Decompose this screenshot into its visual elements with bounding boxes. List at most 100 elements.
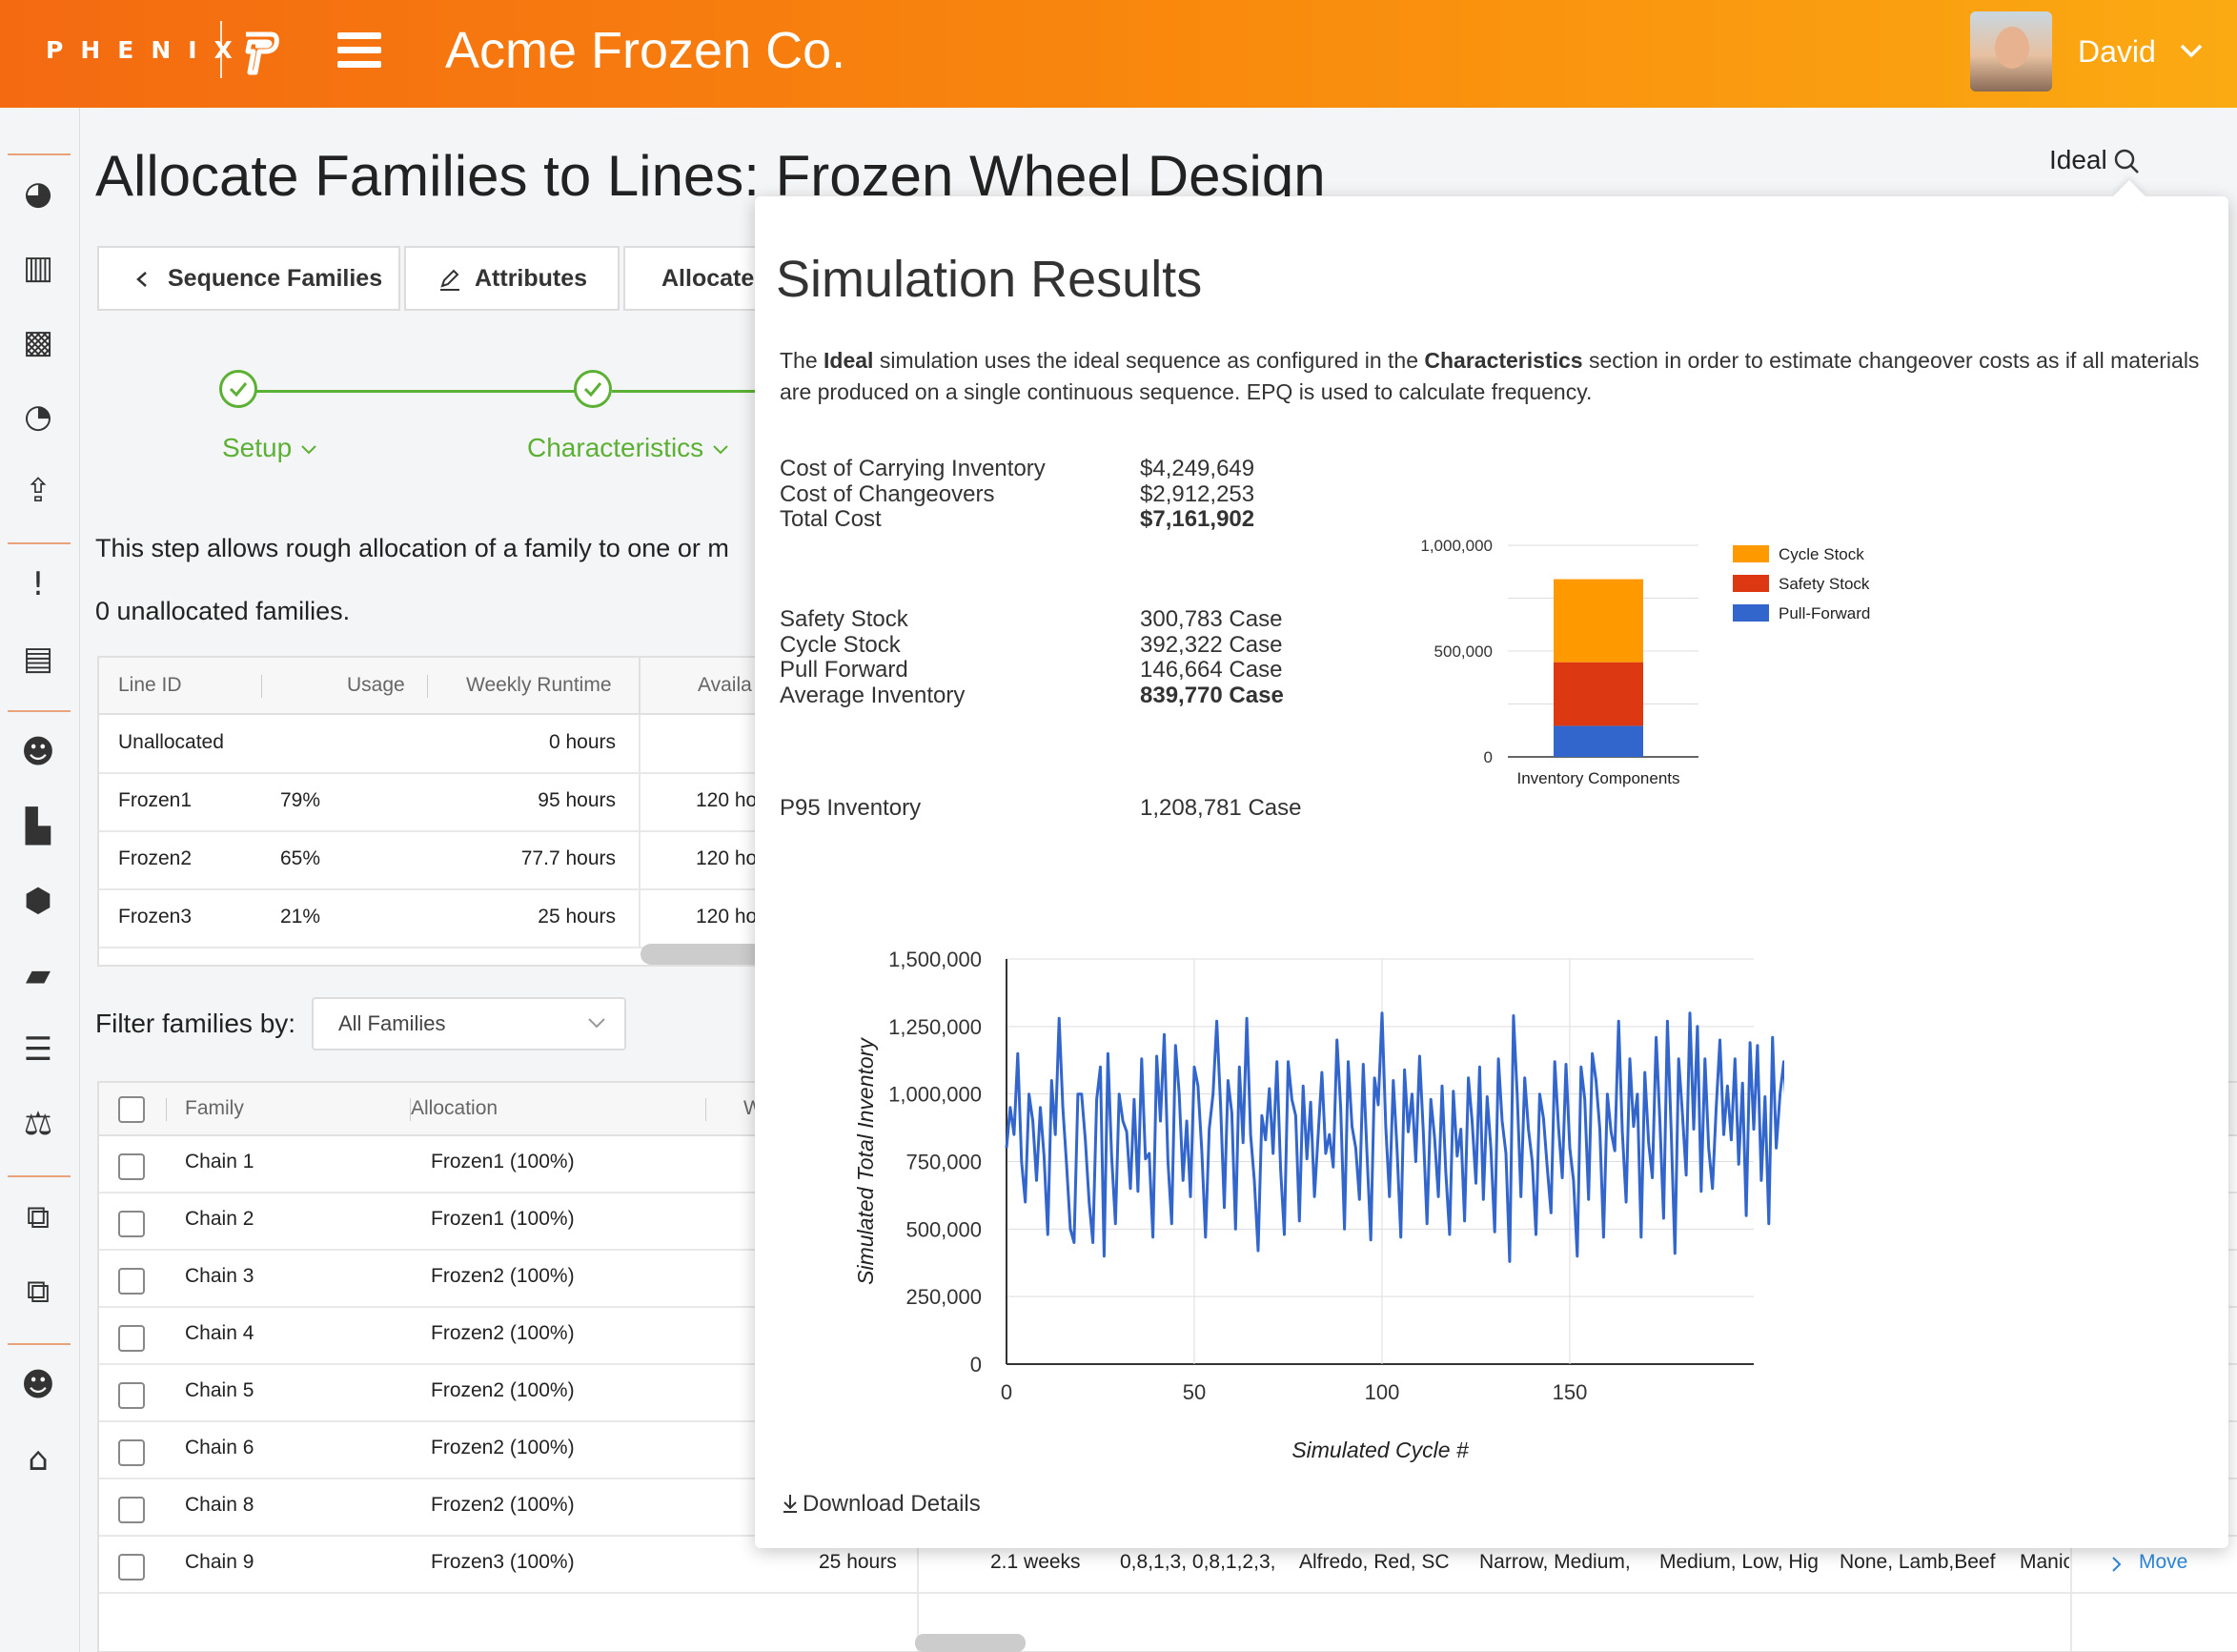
- metric-value: $2,912,253: [1140, 480, 1255, 507]
- chevron-down-icon[interactable]: [2177, 36, 2206, 65]
- factory-icon[interactable]: ▙: [25, 807, 51, 846]
- runtime-cell: 77.7 hours: [520, 847, 616, 869]
- metric-label: Cost of Carrying Inventory: [780, 456, 1046, 481]
- col-available[interactable]: Availa: [698, 674, 752, 696]
- simulation-description: The Ideal simulation uses the ideal sequ…: [780, 348, 2200, 404]
- ruler-icon[interactable]: ▰: [25, 956, 51, 994]
- step-description: This step allows rough allocation of a f…: [95, 534, 729, 562]
- row-checkbox[interactable]: [118, 1497, 145, 1523]
- list-check-icon[interactable]: ☰: [23, 1030, 53, 1069]
- brand-name: PHENIX: [46, 36, 250, 64]
- y-axis-title: Simulated Total Inventory: [853, 1037, 878, 1285]
- pie-chart-icon[interactable]: ◔: [24, 398, 52, 436]
- attribute-cell: Medium, Low, Hig: [1659, 1551, 1819, 1573]
- tab-allocate[interactable]: Allocate: [623, 246, 766, 311]
- runtime-cell: 95 hours: [538, 789, 616, 811]
- upload-icon[interactable]: ⇪: [24, 472, 52, 510]
- scale-icon[interactable]: ⚖: [23, 1105, 53, 1143]
- runtime-cell: 25 hours: [819, 1551, 897, 1573]
- available-cell: 120 ho: [696, 847, 758, 869]
- users-icon[interactable]: ☻: [21, 733, 55, 771]
- metric-label: Safety Stock: [780, 606, 908, 632]
- step-characteristics[interactable]: Characteristics: [527, 433, 730, 463]
- tab-attributes[interactable]: Attributes: [404, 246, 620, 311]
- col-usage[interactable]: Usage: [347, 674, 405, 696]
- external-link-icon[interactable]: ⧉: [26, 1198, 51, 1236]
- external-link-icon[interactable]: ⧉: [26, 1273, 51, 1311]
- chevron-down-icon: [713, 445, 728, 455]
- box-icon[interactable]: ⬢: [24, 882, 52, 920]
- row-checkbox[interactable]: [118, 1439, 145, 1466]
- alert-icon[interactable]: !: [31, 565, 45, 603]
- inventory-series-line[interactable]: [1005, 1011, 1784, 1263]
- col-family[interactable]: Family: [185, 1097, 244, 1119]
- x-tick-label: 0: [1001, 1380, 1012, 1404]
- attribute-cell: None, Lamb,Beef: [1840, 1551, 1996, 1573]
- users-icon[interactable]: ☻: [21, 1366, 55, 1404]
- app-title: Acme Frozen Co.: [445, 22, 846, 79]
- sidebar: ◕ ▥ ▩ ◔ ⇪ ! ▤ ☻ ▙ ⬢ ▰ ☰ ⚖ ⧉ ⧉ ☻ ⌂: [0, 108, 80, 1652]
- y-tick-label: 1,000,000: [888, 1083, 982, 1107]
- y-tick-label: 1,000,000: [1420, 537, 1493, 555]
- popover-title: Simulation Results: [776, 251, 1203, 308]
- ideal-search[interactable]: Ideal: [2049, 145, 2140, 175]
- family-cell: Chain 6: [185, 1437, 254, 1458]
- allocation-cell: Frozen1 (100%): [431, 1208, 575, 1230]
- metric-value: 839,770 Case: [1140, 683, 1284, 709]
- bar-segment[interactable]: [1554, 725, 1643, 757]
- legend-label: Cycle Stock: [1779, 545, 1864, 563]
- tab-sequence-families[interactable]: Sequence Families: [97, 246, 400, 311]
- metric-value: 146,664 Case: [1140, 657, 1283, 683]
- col-allocation[interactable]: Allocation: [411, 1097, 498, 1119]
- bar-chart-icon[interactable]: ▥: [22, 249, 54, 287]
- menu-icon[interactable]: [337, 32, 381, 71]
- row-checkbox[interactable]: [118, 1153, 145, 1180]
- row-checkbox[interactable]: [118, 1211, 145, 1237]
- allocation-cell: Frozen2 (100%): [431, 1265, 575, 1287]
- attribute-cell: Narrow, Medium,: [1479, 1551, 1631, 1573]
- progress-line: [612, 390, 755, 393]
- line-id-cell: Frozen3: [118, 906, 193, 928]
- map-icon[interactable]: ▩: [22, 323, 54, 361]
- download-details-label: Download Details: [803, 1491, 981, 1517]
- row-checkbox[interactable]: [118, 1268, 145, 1295]
- row-checkbox[interactable]: [118, 1325, 145, 1352]
- y-tick-label: 500,000: [1434, 642, 1493, 661]
- family-filter-value: All Families: [338, 1011, 446, 1035]
- chevron-right-icon: [2112, 1557, 2122, 1572]
- p95-label: P95 Inventory: [780, 795, 922, 821]
- move-button[interactable]: Move: [2139, 1551, 2188, 1573]
- runtime-cell: 0 hours: [548, 731, 616, 753]
- avatar[interactable]: [1970, 11, 2052, 92]
- metric-value: $4,249,649: [1140, 456, 1255, 481]
- bar-segment[interactable]: [1554, 662, 1643, 726]
- ideal-search-label: Ideal: [2049, 145, 2107, 174]
- metric-label: Pull Forward: [780, 657, 908, 683]
- col-weekly-runtime[interactable]: Weekly Runtime: [466, 674, 612, 696]
- y-tick-label: 0: [1484, 748, 1493, 766]
- line-id-cell: Frozen2: [118, 847, 193, 869]
- home-icon[interactable]: ⌂: [28, 1440, 49, 1479]
- book-icon[interactable]: ▤: [22, 640, 54, 678]
- y-tick-label: 750,000: [905, 1151, 982, 1174]
- search-icon: [2114, 149, 2139, 173]
- step-setup-check-icon: [219, 370, 257, 408]
- attribute-cell: Manic: [2020, 1551, 2069, 1573]
- allocation-cell: Frozen2 (100%): [431, 1494, 575, 1516]
- tab-attributes-label: Attributes: [475, 265, 588, 292]
- bar-segment[interactable]: [1554, 579, 1643, 663]
- step-characteristics-check-icon: [574, 370, 612, 408]
- download-details-link[interactable]: Download Details: [782, 1491, 981, 1518]
- col-line-id[interactable]: Line ID: [118, 674, 182, 696]
- chevron-down-icon: [588, 1018, 605, 1029]
- select-all-checkbox[interactable]: [118, 1096, 145, 1123]
- row-checkbox[interactable]: [118, 1382, 145, 1409]
- horizontal-scrollbar[interactable]: [915, 1634, 1026, 1652]
- dashboard-icon[interactable]: ◕: [24, 174, 52, 213]
- step-setup[interactable]: Setup: [222, 433, 318, 463]
- step-setup-label: Setup: [222, 433, 293, 462]
- row-checkbox[interactable]: [118, 1554, 145, 1581]
- horizontal-scrollbar[interactable]: [641, 944, 763, 965]
- user-name[interactable]: David: [2078, 34, 2156, 69]
- family-filter-select[interactable]: All Families: [312, 997, 626, 1050]
